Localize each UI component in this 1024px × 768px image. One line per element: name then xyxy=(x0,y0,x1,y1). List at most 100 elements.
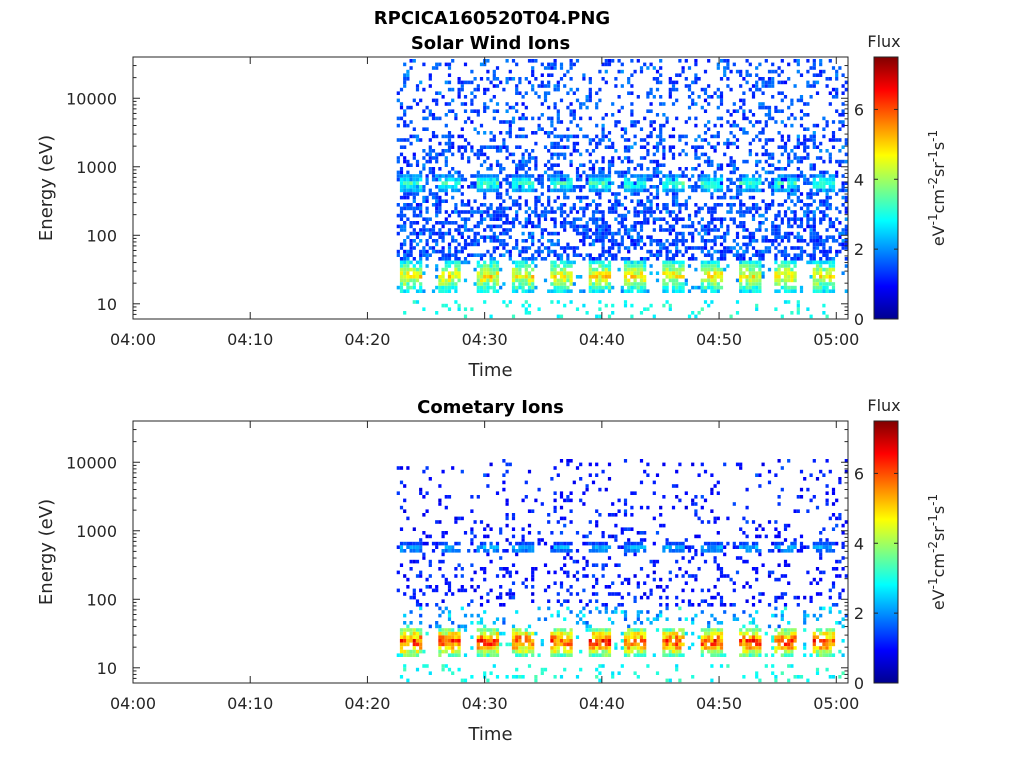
heatmap-cell xyxy=(479,653,484,657)
heatmap-cell xyxy=(787,260,791,265)
heatmap-cell xyxy=(505,516,509,521)
heatmap-cell xyxy=(652,127,656,131)
heatmap-cell xyxy=(639,174,644,178)
heatmap-cell xyxy=(735,231,740,236)
heatmap-cell xyxy=(684,167,688,171)
heatmap-cell xyxy=(489,206,493,211)
heatmap-cell xyxy=(764,210,768,214)
heatmap-cell xyxy=(611,141,615,146)
heatmap-cell xyxy=(399,260,404,265)
heatmap-cell xyxy=(687,87,692,92)
heatmap-cell xyxy=(511,224,516,229)
heatmap-cell xyxy=(844,152,848,157)
heatmap-cell xyxy=(662,271,666,275)
heatmap-cell xyxy=(502,231,506,236)
heatmap-cell xyxy=(796,303,800,308)
heatmap-cell xyxy=(777,203,781,207)
heatmap-cell xyxy=(771,77,775,81)
heatmap-cell xyxy=(454,210,458,214)
heatmap-cell xyxy=(428,217,432,221)
heatmap-cell xyxy=(511,549,516,553)
heatmap-cell xyxy=(419,260,423,265)
heatmap-cell xyxy=(435,285,439,290)
heatmap-cell xyxy=(415,177,420,182)
heatmap-cell xyxy=(403,613,407,618)
heatmap-cell xyxy=(729,113,733,117)
heatmap-cell xyxy=(655,217,660,221)
heatmap-cell xyxy=(527,649,532,654)
heatmap-cell xyxy=(809,239,813,243)
heatmap-cell xyxy=(774,167,778,171)
heatmap-cell xyxy=(563,177,567,182)
heatmap-cell xyxy=(614,192,618,196)
heatmap-cell xyxy=(553,66,557,70)
heatmap-cell xyxy=(438,206,442,211)
heatmap-cell xyxy=(559,516,564,521)
heatmap-cell xyxy=(563,541,567,546)
heatmap-cell xyxy=(639,631,644,636)
heatmap-cell xyxy=(601,235,605,239)
heatmap-cell xyxy=(566,635,570,639)
heatmap-cell xyxy=(470,253,474,257)
heatmap-cell xyxy=(524,246,528,250)
heatmap-cell xyxy=(451,235,455,239)
heatmap-cell xyxy=(623,646,628,650)
heatmap-cell xyxy=(707,181,711,185)
heatmap-cell xyxy=(396,213,400,218)
heatmap-cell xyxy=(665,246,669,250)
heatmap-cell xyxy=(780,239,784,243)
heatmap-cell xyxy=(627,577,631,582)
heatmap-cell xyxy=(729,181,733,185)
heatmap-cell xyxy=(719,116,724,121)
heatmap-cell xyxy=(681,289,685,293)
heatmap-cell xyxy=(463,210,468,214)
heatmap-cell xyxy=(556,545,560,549)
heatmap-cell xyxy=(681,203,685,207)
heatmap-cell xyxy=(531,567,535,571)
heatmap-cell xyxy=(668,242,672,247)
heatmap-cell xyxy=(687,231,692,236)
heatmap-cell xyxy=(771,62,775,67)
heatmap-cell xyxy=(806,80,810,85)
heatmap-cell xyxy=(505,120,509,124)
heatmap-cell xyxy=(438,642,442,647)
heatmap-cell xyxy=(719,249,724,254)
heatmap-cell xyxy=(806,145,810,149)
heatmap-cell xyxy=(761,257,765,261)
heatmap-cell xyxy=(643,538,647,542)
heatmap-cell xyxy=(588,174,592,178)
heatmap-cell xyxy=(630,642,634,647)
heatmap-cell xyxy=(457,275,461,279)
heatmap-cell xyxy=(758,221,762,225)
heatmap-cell xyxy=(534,210,538,214)
heatmap-cell xyxy=(479,267,484,272)
heatmap-cell xyxy=(419,228,423,232)
heatmap-cell xyxy=(601,664,605,668)
heatmap-cell xyxy=(812,257,816,261)
heatmap-cell xyxy=(486,105,490,110)
heatmap-cell xyxy=(489,98,493,103)
heatmap-cell xyxy=(559,603,564,607)
heatmap-cell xyxy=(691,185,695,189)
heatmap-cell xyxy=(700,228,704,232)
heatmap-cell xyxy=(735,253,740,257)
heatmap-cell xyxy=(748,87,752,92)
heatmap-cell xyxy=(607,285,612,290)
heatmap-cell xyxy=(620,285,624,290)
heatmap-cell xyxy=(409,610,413,614)
heatmap-cell xyxy=(806,102,810,106)
heatmap-cell xyxy=(617,246,621,250)
heatmap-cell xyxy=(531,541,535,546)
heatmap-cell xyxy=(492,95,496,99)
heatmap-cell xyxy=(601,267,605,272)
heatmap-cell xyxy=(822,267,826,272)
heatmap-cell xyxy=(521,167,525,171)
heatmap-cell xyxy=(419,649,423,654)
heatmap-cell xyxy=(671,127,676,131)
heatmap-cell xyxy=(486,156,490,160)
heatmap-cell xyxy=(767,249,772,254)
heatmap-cell xyxy=(639,285,644,290)
heatmap-cell xyxy=(716,275,720,279)
heatmap-cell xyxy=(476,260,480,265)
heatmap-cell xyxy=(419,285,423,290)
